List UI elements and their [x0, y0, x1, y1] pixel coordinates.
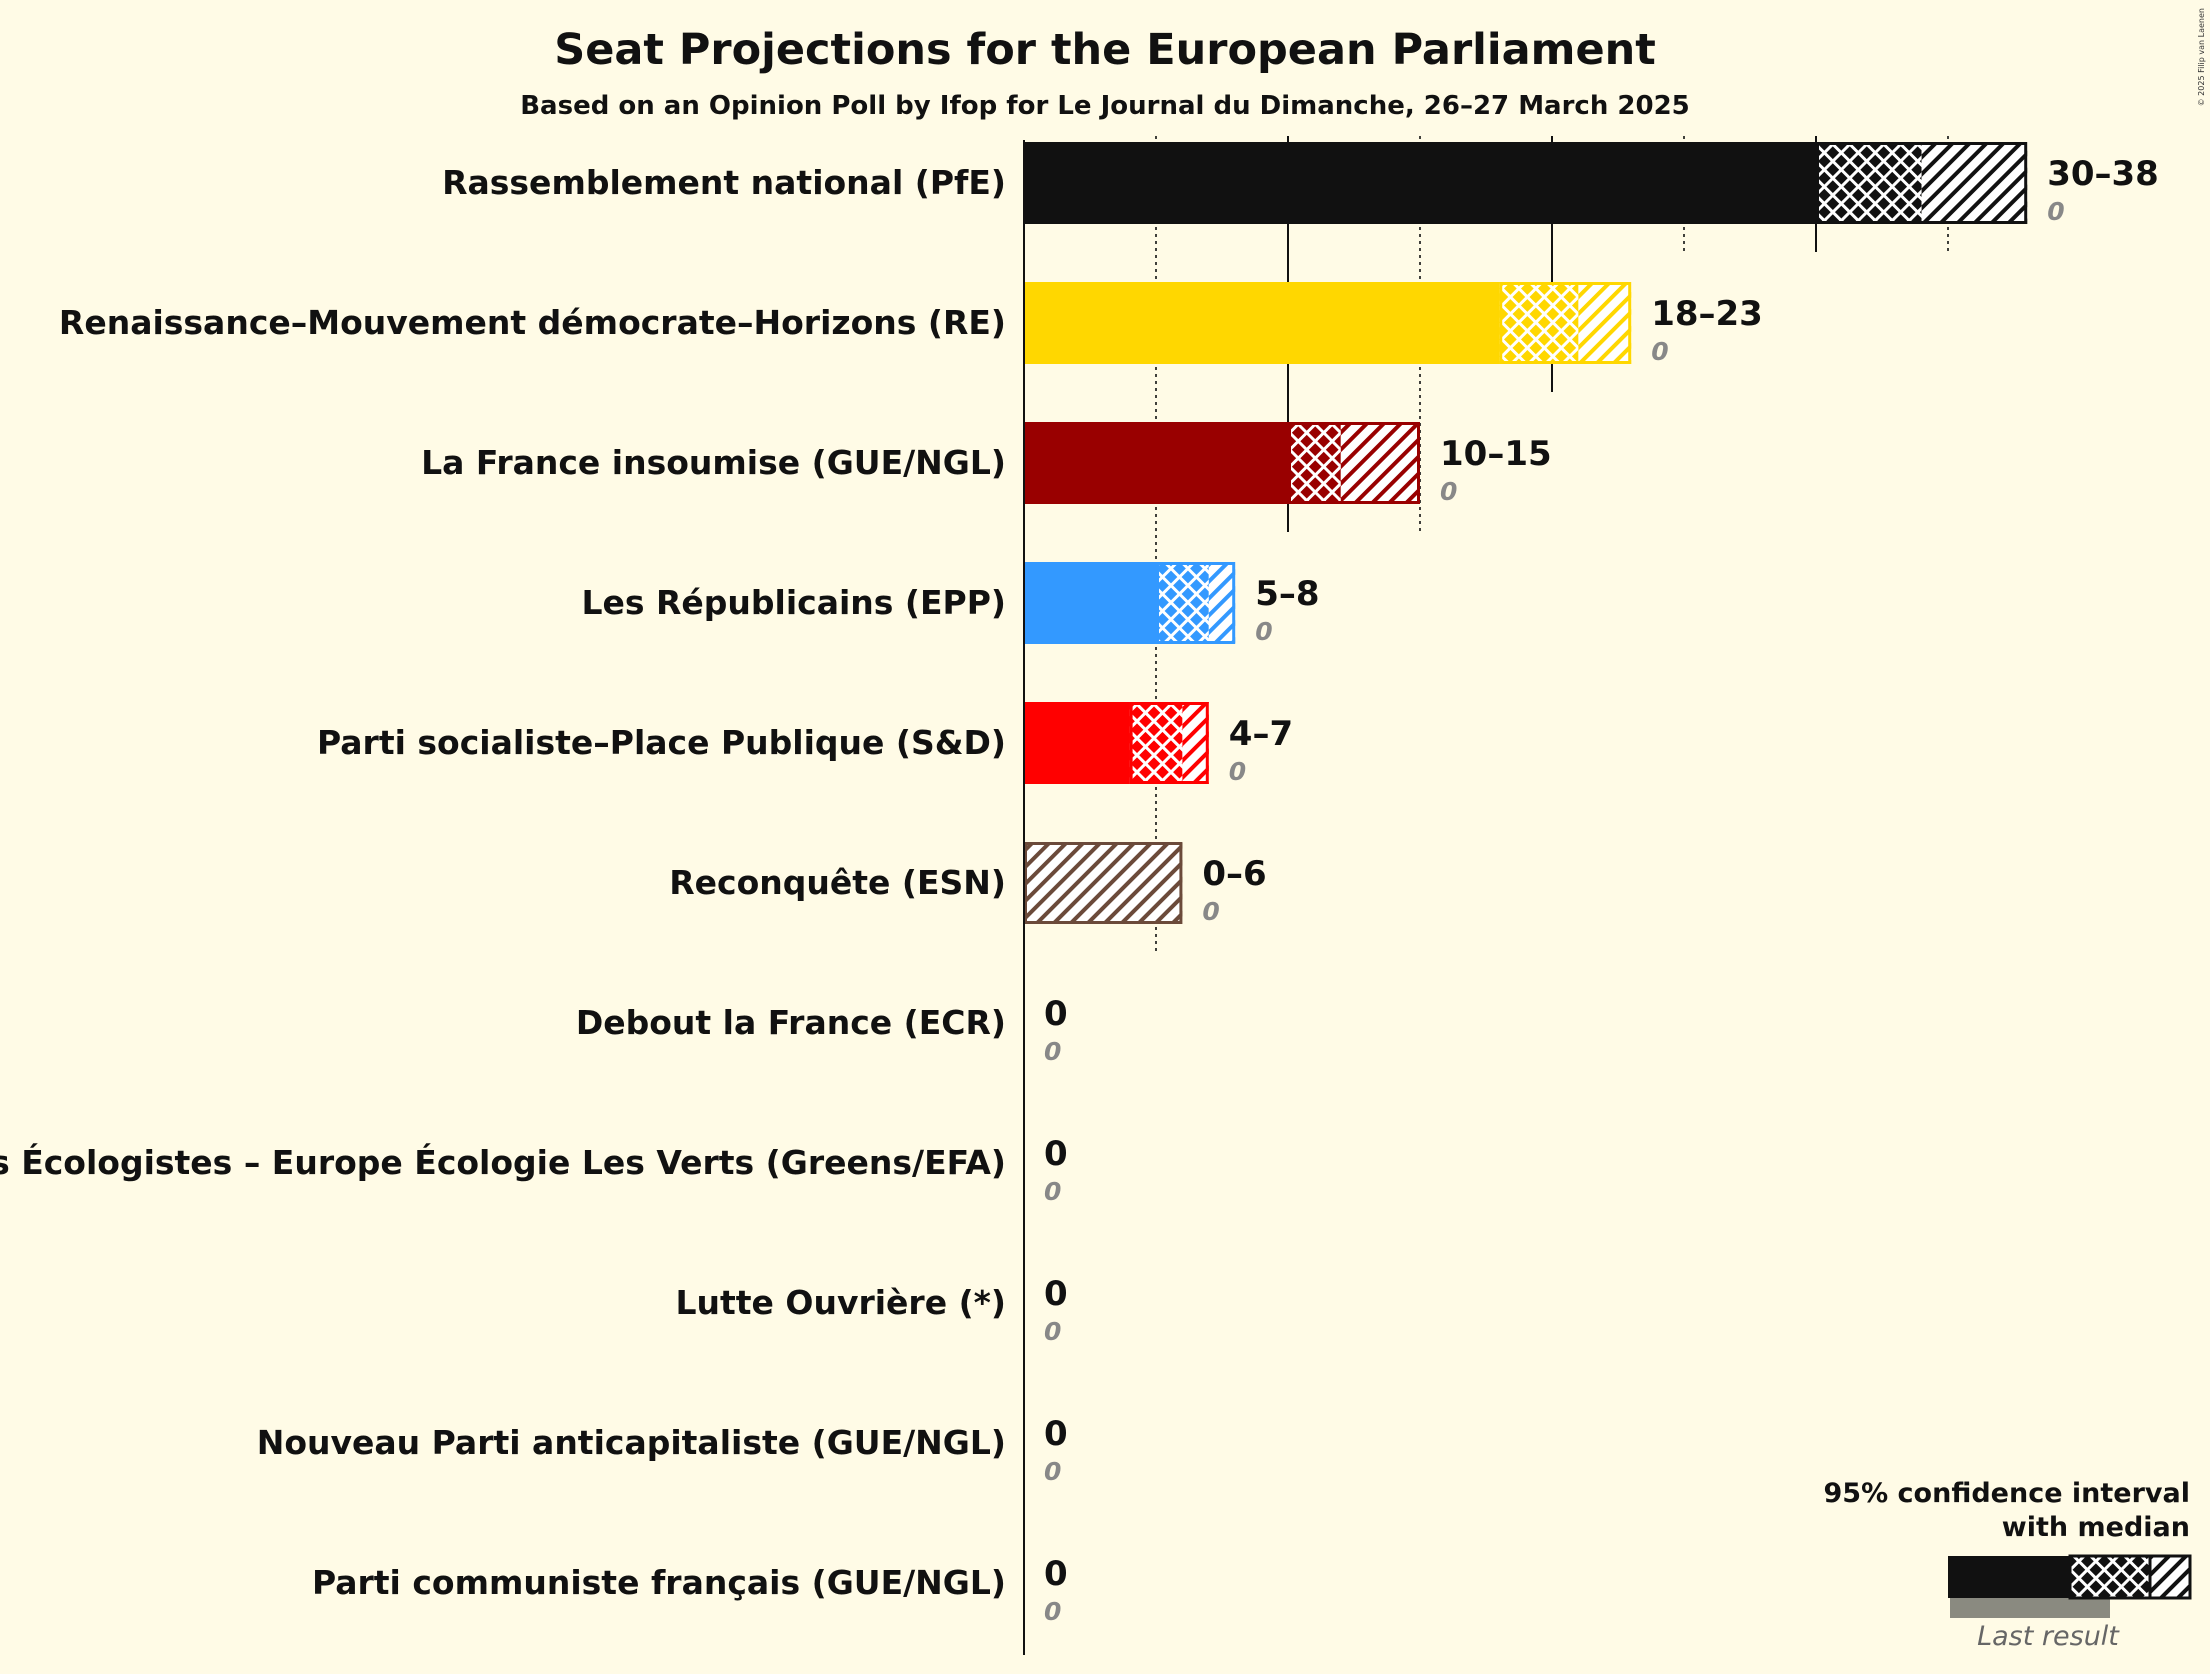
- last-result-label-p7: 0: [1044, 1177, 1061, 1206]
- legend-solid-bar: [1948, 1556, 2070, 1598]
- bar-solid-top-p4: [1024, 702, 1130, 784]
- range-label-p10: 0: [1044, 1554, 1068, 1594]
- bar-upper-hatch-p2: [1340, 422, 1420, 504]
- bar-median-hatch-p0: [1816, 142, 1922, 224]
- gridlines: [1155, 136, 1949, 952]
- legend-median-hatch: [2068, 1554, 2152, 1600]
- party-label-p4: Parti socialiste–Place Publique (S&D): [317, 723, 1006, 762]
- last-result-label-p3: 0: [1255, 617, 1272, 646]
- last-result-label-p10: 0: [1044, 1597, 1061, 1626]
- legend-line-1: 95% confidence interval: [1824, 1478, 2190, 1509]
- last-result-label-p5: 0: [1202, 897, 1219, 926]
- party-label-p8: Lutte Ouvrière (*): [675, 1283, 1006, 1322]
- bar-solid-top-p1: [1024, 282, 1500, 364]
- range-label-p9: 0: [1044, 1414, 1068, 1454]
- party-label-p2: La France insoumise (GUE/NGL): [421, 443, 1006, 482]
- bar-outline-p5: [1024, 842, 1183, 924]
- range-label-p2: 10–15: [1440, 434, 1552, 474]
- chart-subtitle: Based on an Opinion Poll by Ifop for Le …: [520, 91, 1690, 121]
- chart-title: Seat Projections for the European Parlia…: [554, 25, 1656, 75]
- legend-last-result-bar: [1950, 1598, 2110, 1618]
- copyright-text: © 2025 Filip van Laenen: [2197, 8, 2206, 106]
- bar-outline-p0: [1816, 142, 2028, 224]
- bar-upper-hatch-p3: [1208, 562, 1236, 644]
- bar-outline-p2: [1288, 422, 1420, 504]
- bar-outline-p4: [1129, 702, 1209, 784]
- last-result-label-p6: 0: [1044, 1037, 1061, 1066]
- bar-solid-top-p0: [1024, 142, 1816, 224]
- last-result-label-p4: 0: [1229, 757, 1246, 786]
- range-label-p1: 18–23: [1651, 294, 1763, 334]
- last-result-label-p8: 0: [1044, 1317, 1061, 1346]
- bar-upper-hatch-p5: [1024, 842, 1183, 924]
- legend-last-result-label: Last result: [1977, 1621, 2120, 1652]
- party-label-p5: Reconquête (ESN): [669, 863, 1006, 902]
- bars-group: [1024, 142, 2028, 924]
- bar-median-hatch-p4: [1129, 702, 1183, 784]
- legend-line-2: with median: [2002, 1512, 2190, 1543]
- bar-outline-p3: [1156, 562, 1236, 644]
- last-result-label-p0: 0: [2047, 197, 2064, 226]
- last-result-label-p9: 0: [1044, 1457, 1061, 1486]
- range-label-p7: 0: [1044, 1134, 1068, 1174]
- bar-solid-top-p2: [1024, 422, 1288, 504]
- bar-median-hatch-p2: [1288, 422, 1341, 504]
- legend-upper-hatch: [2148, 1554, 2192, 1600]
- bar-solid-top-p3: [1024, 562, 1156, 644]
- legend: 95% confidence interval with median Last…: [1824, 1478, 2192, 1652]
- party-label-p9: Nouveau Parti anticapitaliste (GUE/NGL): [257, 1423, 1006, 1462]
- party-label-p7: Les Écologistes – Europe Écologie Les Ve…: [0, 1142, 1006, 1182]
- range-label-p3: 5–8: [1255, 574, 1319, 614]
- range-label-p0: 30–38: [2047, 154, 2159, 194]
- party-label-p3: Les Républicains (EPP): [581, 583, 1006, 622]
- bar-outline-p1: [1499, 282, 1632, 364]
- party-label-p0: Rassemblement national (PfE): [442, 163, 1006, 202]
- range-label-p4: 4–7: [1229, 714, 1293, 754]
- range-label-p8: 0: [1044, 1274, 1068, 1314]
- party-label-p10: Parti communiste français (GUE/NGL): [312, 1563, 1006, 1602]
- range-label-p5: 0–6: [1202, 854, 1266, 894]
- party-label-p6: Debout la France (ECR): [576, 1003, 1006, 1042]
- bar-upper-hatch-p4: [1182, 702, 1209, 784]
- labels-group: Rassemblement national (PfE) 30–38 0 Renais…: [0, 154, 2159, 1626]
- bar-upper-hatch-p1: [1578, 282, 1632, 364]
- last-result-label-p1: 0: [1651, 337, 1668, 366]
- last-result-label-p2: 0: [1440, 477, 1457, 506]
- range-label-p6: 0: [1044, 994, 1068, 1034]
- party-label-p1: Renaissance–Mouvement démocrate–Horizons…: [59, 303, 1006, 342]
- bar-upper-hatch-p0: [1921, 142, 2028, 224]
- bar-median-hatch-p3: [1156, 562, 1209, 644]
- bar-median-hatch-p1: [1499, 282, 1579, 364]
